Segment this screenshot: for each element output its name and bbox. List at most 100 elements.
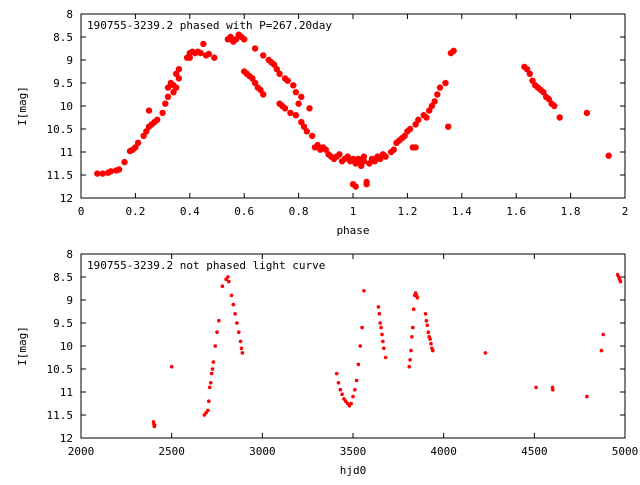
unphased-data-point xyxy=(229,293,234,298)
phased-y-ticks: 8 8.5 9 9.5 10 10.5 11 11.5 12 xyxy=(47,8,625,205)
unphased-y-tick-label: 12 xyxy=(60,432,73,445)
unphased-data-point xyxy=(338,387,343,392)
phased-data-point xyxy=(355,155,362,163)
phased-data-point xyxy=(145,107,153,114)
phased-data-point xyxy=(164,84,172,91)
phased-data-point xyxy=(94,170,101,177)
unphased-data-points xyxy=(151,272,623,429)
phased-data-point xyxy=(336,151,343,158)
unphased-data-point xyxy=(381,339,385,344)
phased-data-point xyxy=(295,100,302,107)
unphased-data-point xyxy=(237,330,241,335)
unphased-data-point xyxy=(382,346,386,351)
phased-data-point xyxy=(352,183,359,190)
phased-data-point xyxy=(423,114,430,121)
phased-data-point xyxy=(300,123,308,130)
phased-data-point xyxy=(159,109,166,117)
unphased-x-tick-label: 4500 xyxy=(521,445,548,458)
phased-data-point xyxy=(314,141,321,149)
phased-x-tick-label: 1 xyxy=(350,205,357,218)
phased-x-tick-label: 0.8 xyxy=(289,205,309,218)
phased-data-point xyxy=(186,54,193,61)
phased-data-point xyxy=(605,152,612,159)
unphased-data-point xyxy=(152,423,157,427)
unphased-x-axis-label: hjd0 xyxy=(340,464,367,477)
unphased-data-point xyxy=(410,335,414,339)
unphased-data-point xyxy=(599,348,604,353)
unphased-data-point xyxy=(429,341,433,346)
phased-data-point xyxy=(526,70,533,78)
unphased-data-point xyxy=(551,387,555,392)
unphased-data-point xyxy=(415,295,420,300)
unphased-data-point xyxy=(358,344,363,348)
phased-x-axis-label: phase xyxy=(336,224,369,237)
unphased-data-point xyxy=(377,312,382,316)
phased-y-tick-label: 11 xyxy=(60,146,73,159)
phased-x-tick-label: 0.6 xyxy=(234,205,254,218)
unphased-data-point xyxy=(601,332,605,337)
phased-data-point xyxy=(303,128,310,135)
phased-data-point xyxy=(545,95,552,103)
phased-plot-frame xyxy=(80,13,626,199)
phased-y-tick-label: 12 xyxy=(60,192,73,205)
phased-y-tick-label: 9.5 xyxy=(53,77,73,90)
unphased-chart-title: 190755-3239.2 not phased light curve xyxy=(87,259,325,272)
phased-data-point xyxy=(360,153,368,160)
unphased-data-point xyxy=(340,392,344,397)
unphased-y-tick-label: 10.5 xyxy=(47,363,74,376)
phased-data-point xyxy=(298,93,305,101)
phased-data-point xyxy=(363,178,370,186)
unphased-data-point xyxy=(431,348,435,353)
phased-data-point xyxy=(281,105,289,112)
phased-data-point xyxy=(164,93,172,101)
unphased-data-point xyxy=(425,323,430,328)
phased-y-axis-label: I[mag] xyxy=(16,86,29,126)
phased-x-tick-label: 0.4 xyxy=(180,205,200,218)
phased-chart-title: 190755-3239.2 phased with P=267.20day xyxy=(87,19,332,32)
unphased-data-point xyxy=(376,305,381,309)
unphased-data-point xyxy=(424,318,429,323)
phased-y-tick-label: 10.5 xyxy=(47,123,74,136)
phased-data-point xyxy=(200,40,207,48)
phased-data-point xyxy=(121,158,128,166)
phased-x-tick-label: 0 xyxy=(78,205,85,218)
phased-x-tick-label: 1.8 xyxy=(561,205,581,218)
unphased-plot-frame xyxy=(80,253,626,439)
unphased-data-point xyxy=(220,284,225,289)
phased-data-point xyxy=(99,170,107,177)
phased-data-point xyxy=(412,144,419,151)
unphased-data-point xyxy=(227,279,231,284)
phased-data-point xyxy=(115,166,123,173)
unphased-data-point xyxy=(378,321,383,325)
unphased-data-point xyxy=(351,394,355,399)
unphased-data-point xyxy=(240,351,245,355)
unphased-data-point xyxy=(408,358,412,362)
phased-y-tick-label: 9 xyxy=(66,54,73,67)
unphased-data-point xyxy=(618,279,623,284)
phased-x-tick-label: 1.6 xyxy=(506,205,526,218)
unphased-y-tick-label: 11 xyxy=(60,386,73,399)
unphased-y-tick-label: 9.5 xyxy=(53,317,73,330)
unphased-data-point xyxy=(483,351,488,355)
phased-data-point xyxy=(162,100,169,107)
phased-data-point xyxy=(205,50,212,58)
unphased-data-point xyxy=(383,355,388,360)
unphased-data-point xyxy=(217,318,221,323)
phased-data-point xyxy=(360,158,368,165)
phased-data-point xyxy=(175,75,183,82)
unphased-x-tick-label: 5000 xyxy=(612,445,639,458)
unphased-data-point xyxy=(207,399,211,404)
phased-x-tick-label: 2 xyxy=(622,205,629,218)
phased-data-point xyxy=(406,125,414,133)
phased-data-point xyxy=(382,153,389,160)
unphased-x-tick-label: 2000 xyxy=(68,445,95,458)
phased-y-tick-label: 8.5 xyxy=(53,31,73,44)
phased-y-tick-label: 11.5 xyxy=(47,169,74,182)
phased-data-point xyxy=(551,102,558,110)
unphased-data-point xyxy=(215,330,219,335)
unphased-x-tick-label: 3000 xyxy=(249,445,276,458)
phased-data-point xyxy=(434,91,441,98)
phased-data-point xyxy=(173,84,180,91)
unphased-data-point xyxy=(169,364,174,369)
